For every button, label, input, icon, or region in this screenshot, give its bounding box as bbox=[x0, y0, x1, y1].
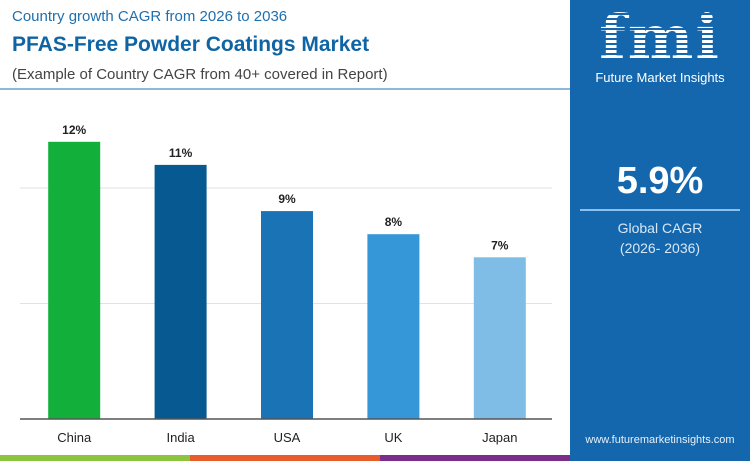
global-cagr-value: 5.9% bbox=[616, 160, 704, 202]
x-tick-label: China bbox=[57, 430, 92, 445]
chart-subtitle: Country growth CAGR from 2026 to 2036 bbox=[12, 8, 288, 25]
x-tick-label: India bbox=[166, 430, 195, 445]
data-label: 12% bbox=[62, 123, 86, 137]
global-cagr-period: (2026- 2036) bbox=[619, 240, 701, 256]
footer-strip-orange bbox=[190, 455, 380, 461]
data-label: 8% bbox=[385, 215, 403, 229]
bar-usa bbox=[261, 211, 313, 419]
data-label: 7% bbox=[491, 238, 509, 252]
fmi-logo: fmi Future Market Insights bbox=[570, 7, 750, 86]
data-label: 9% bbox=[278, 192, 296, 206]
logo-mark: fmi bbox=[570, 7, 750, 69]
chart-title: PFAS-Free Powder Coatings Market bbox=[12, 33, 370, 56]
x-tick-label: UK bbox=[384, 430, 402, 445]
bar-chart: 12% China 11% India 9% USA 8% UK 7% Japan bbox=[20, 123, 552, 445]
bar-uk bbox=[367, 234, 420, 419]
x-tick-label: USA bbox=[274, 430, 301, 445]
footer-strip-purple bbox=[380, 455, 570, 461]
panel-divider bbox=[580, 209, 740, 211]
x-tick-label: Japan bbox=[482, 430, 517, 445]
chart-note: (Example of Country CAGR from 40+ covere… bbox=[12, 66, 388, 83]
header-divider bbox=[0, 88, 570, 90]
website-link[interactable]: www.futuremarketinsights.com bbox=[585, 434, 735, 446]
global-cagr-text: Global CAGR bbox=[617, 220, 703, 236]
bar-india bbox=[154, 164, 207, 419]
brand-name: Future Market Insights bbox=[595, 70, 725, 85]
data-label: 11% bbox=[169, 146, 193, 160]
bar-china bbox=[48, 141, 101, 420]
footer-strip-green bbox=[0, 455, 190, 461]
side-panel: fmi Future Market Insights 5.9% Global C… bbox=[570, 0, 750, 461]
bar-japan bbox=[473, 257, 526, 419]
global-cagr-label: Global CAGR (2026- 2036) bbox=[570, 218, 750, 258]
